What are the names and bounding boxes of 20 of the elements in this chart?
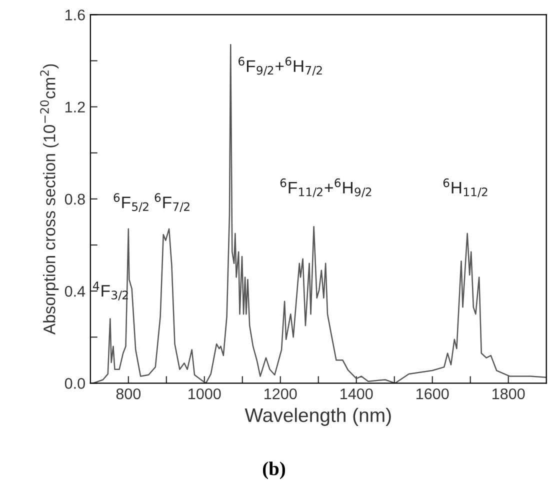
text: (b) <box>262 462 286 480</box>
y-tick-label: 0.4 <box>64 286 86 297</box>
annotation: $^{6}$H$_{11/2}$ <box>443 178 488 198</box>
x-tick-label: 1600 <box>416 388 449 400</box>
x-tick-label: 1800 <box>492 388 525 400</box>
y-tick-label: 0.8 <box>64 194 85 205</box>
annotation: $^{6}$F$_{9/2}$+$^{6}$H$_{7/2}$ <box>238 56 322 76</box>
x-tick-label: 800 <box>116 388 141 400</box>
x-tick-label: 1200 <box>264 388 297 400</box>
y-tick-label: 1.6 <box>65 10 85 20</box>
y-tick-label: 0.0 <box>64 378 85 389</box>
y-tick-label: 1.2 <box>65 102 85 112</box>
annotation: $^{6}$F$_{7/2}$ <box>154 193 190 212</box>
x-tick-label: 1400 <box>340 388 373 400</box>
x-tick-label: 1000 <box>188 388 221 400</box>
x-axis-title: Wavelength (nm) <box>244 408 391 426</box>
y-axis-title: Absorption cross section (10$^{−20}$cm$^{2}$) <box>40 64 59 335</box>
line-series <box>92 44 546 384</box>
annotation: $^{6}$F$_{5/2}$ <box>114 193 148 212</box>
annotation: $^{6}$F$_{11/2}$+$^{6}$H$_{9/2}$ <box>280 178 372 198</box>
